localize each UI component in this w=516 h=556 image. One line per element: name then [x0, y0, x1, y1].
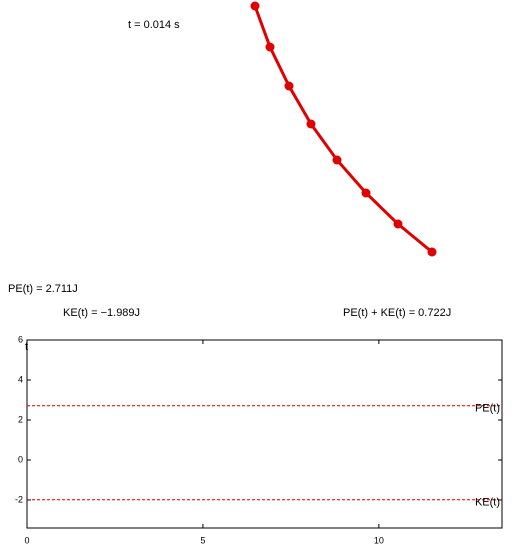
y-tick-label: 2	[18, 414, 23, 424]
x-tick-label: 0	[24, 535, 29, 545]
chain	[250, 1, 437, 257]
plot-frame	[26, 339, 503, 529]
x-tick-label: 10	[374, 535, 384, 545]
y-tick-label: 0	[18, 454, 23, 464]
time-label: t = 0.014 s	[128, 19, 180, 31]
chain-node	[265, 42, 275, 52]
pe-label: PE(t) = 2.711J	[8, 283, 78, 295]
chain-node	[250, 1, 260, 11]
chain-node	[306, 119, 316, 129]
chain-node	[393, 219, 403, 229]
x-tick-label: 5	[200, 535, 205, 545]
y-tick-label: -2	[15, 494, 23, 504]
chain-node	[284, 81, 294, 91]
series-label: KE(t)	[475, 497, 500, 509]
chain-node	[427, 247, 437, 257]
y-tick-label: 6	[18, 334, 23, 344]
total-label: PE(t) + KE(t) = 0.722J	[343, 307, 451, 319]
y-tick-label: 4	[18, 374, 23, 384]
chain-node	[361, 188, 371, 198]
series-label: PE(t)	[475, 403, 500, 415]
chain-node	[332, 155, 342, 165]
ke-label: KE(t) = −1.989J	[63, 307, 140, 319]
chain-link	[253, 5, 433, 254]
y-axis-label: t	[25, 341, 28, 353]
